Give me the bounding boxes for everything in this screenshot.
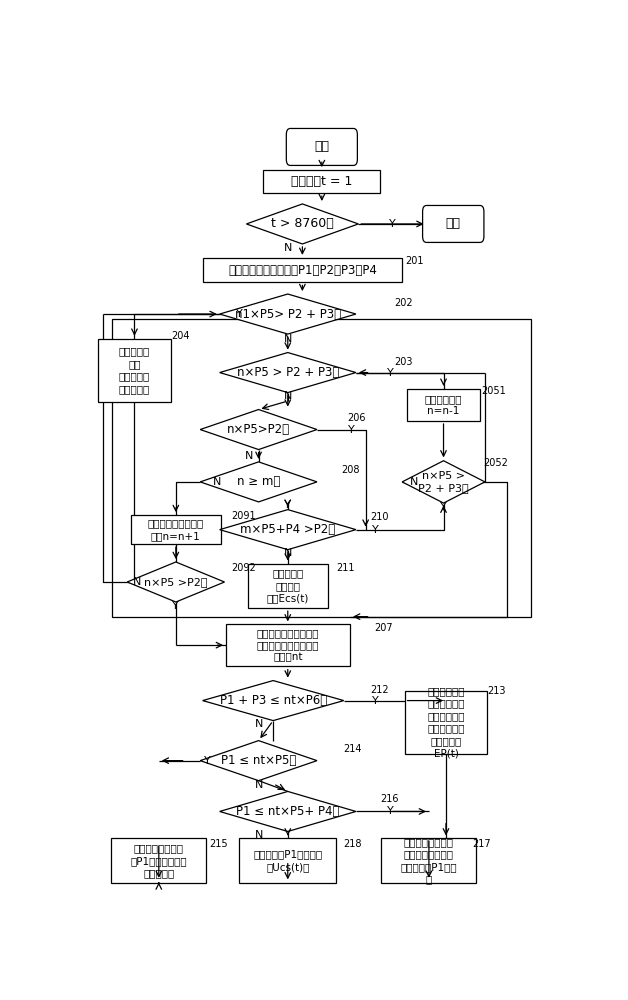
FancyBboxPatch shape <box>239 838 337 883</box>
Polygon shape <box>200 741 317 781</box>
Text: n ≥ m？: n ≥ m？ <box>237 475 280 488</box>
Text: N: N <box>254 719 263 729</box>
FancyBboxPatch shape <box>404 691 487 754</box>
Text: 206: 206 <box>348 413 366 423</box>
Text: 关闭一台柴发
n=n-1: 关闭一台柴发 n=n-1 <box>425 394 462 416</box>
Text: 确定当前负
荷的容量
短缺Ecs(t): 确定当前负 荷的容量 短缺Ecs(t) <box>267 568 309 603</box>
FancyBboxPatch shape <box>381 838 477 883</box>
Polygon shape <box>246 204 359 244</box>
Text: 仿真步长t = 1: 仿真步长t = 1 <box>291 175 352 188</box>
Text: 各柴油机运行
在最小出力状
态，蓄电池进
行充电，并确
定过剩电能
EP(t): 各柴油机运行 在最小出力状 态，蓄电池进 行充电，并确 定过剩电能 EP(t) <box>427 686 465 758</box>
Text: 217: 217 <box>473 839 491 849</box>
Polygon shape <box>220 294 356 334</box>
Text: n×P5 >P2？: n×P5 >P2？ <box>144 577 208 587</box>
Text: 开始: 开始 <box>315 140 329 153</box>
Text: 204: 204 <box>171 331 190 341</box>
FancyBboxPatch shape <box>264 170 381 193</box>
Text: N: N <box>254 830 263 840</box>
FancyBboxPatch shape <box>225 624 350 666</box>
Text: 2052: 2052 <box>484 458 508 468</box>
Text: 208: 208 <box>342 465 360 475</box>
FancyBboxPatch shape <box>407 389 480 421</box>
Text: 储能电池放电，和
柴油发电机共同来
满足净负荷P1的需
求: 储能电池放电，和 柴油发电机共同来 满足净负荷P1的需 求 <box>401 837 457 884</box>
FancyBboxPatch shape <box>423 205 484 242</box>
Text: 确定当前时间步长需要
投入运行的柴油发电机
的台数nt: 确定当前时间步长需要 投入运行的柴油发电机 的台数nt <box>256 628 319 663</box>
Text: 211: 211 <box>337 563 355 573</box>
Text: N: N <box>284 391 292 401</box>
Text: Y: Y <box>372 525 379 535</box>
Text: N: N <box>284 334 292 344</box>
Polygon shape <box>402 461 485 503</box>
FancyBboxPatch shape <box>98 339 171 402</box>
Text: P1 ≤ nt×P5+ P4？: P1 ≤ nt×P5+ P4？ <box>236 805 340 818</box>
Text: 202: 202 <box>394 298 413 308</box>
Text: Y: Y <box>389 219 396 229</box>
Text: N: N <box>245 451 253 461</box>
Text: 结束: 结束 <box>446 217 461 230</box>
Text: 投入一台新的柴油发
电机n=n+1: 投入一台新的柴油发 电机n=n+1 <box>148 518 204 541</box>
Text: 计算当前时间步长内的P1、P2、P3和P4: 计算当前时间步长内的P1、P2、P3和P4 <box>228 264 377 277</box>
Text: Y: Y <box>440 502 447 512</box>
Text: N: N <box>410 477 418 487</box>
Text: 214: 214 <box>343 744 361 754</box>
Text: 213: 213 <box>487 686 506 696</box>
Polygon shape <box>220 353 356 393</box>
Text: 212: 212 <box>371 685 389 695</box>
Text: Y: Y <box>348 425 354 435</box>
Text: 柴油机既满足净负
荷P1的需求，并给
蓄电池充电: 柴油机既满足净负 荷P1的需求，并给 蓄电池充电 <box>131 843 187 878</box>
Text: 确定净负荷P1的容量缺
额Ucs(t)。: 确定净负荷P1的容量缺 额Ucs(t)。 <box>253 850 322 872</box>
Text: 关闭已满足
最小
运行时间的
柴油发电机: 关闭已满足 最小 运行时间的 柴油发电机 <box>119 347 150 394</box>
FancyBboxPatch shape <box>286 128 357 165</box>
FancyBboxPatch shape <box>111 838 206 883</box>
Text: N: N <box>284 243 292 253</box>
FancyBboxPatch shape <box>247 564 328 608</box>
Text: n×P5 >
P2 + P3？: n×P5 > P2 + P3？ <box>418 471 469 493</box>
Text: P1 + P3 ≤ nt×P6？: P1 + P3 ≤ nt×P6？ <box>220 694 327 707</box>
Text: 215: 215 <box>209 839 227 849</box>
Text: 2051: 2051 <box>482 386 506 396</box>
Text: t > 8760？: t > 8760？ <box>271 217 333 230</box>
Text: 201: 201 <box>406 256 424 266</box>
Text: N: N <box>284 548 292 558</box>
Text: Y: Y <box>204 756 211 766</box>
Text: Y: Y <box>387 368 393 378</box>
Text: N: N <box>133 577 141 587</box>
Text: 203: 203 <box>394 357 413 367</box>
Text: P1 ≤ nt×P5？: P1 ≤ nt×P5？ <box>221 754 296 767</box>
Text: Y: Y <box>236 309 242 319</box>
Text: 218: 218 <box>343 839 361 849</box>
Text: N: N <box>254 780 263 790</box>
Polygon shape <box>220 510 356 550</box>
FancyBboxPatch shape <box>131 515 221 544</box>
FancyBboxPatch shape <box>203 258 402 282</box>
Polygon shape <box>203 681 344 721</box>
Text: Y: Y <box>284 500 291 510</box>
Text: n×P5 > P2 + P3？: n×P5 > P2 + P3？ <box>237 366 339 379</box>
Polygon shape <box>127 562 225 602</box>
Text: m×P5+P4 >P2？: m×P5+P4 >P2？ <box>240 523 335 536</box>
Polygon shape <box>220 791 356 831</box>
Text: n1×P5> P2 + P3？: n1×P5> P2 + P3？ <box>235 308 341 321</box>
Text: 2092: 2092 <box>231 563 256 573</box>
Text: Y: Y <box>173 601 179 611</box>
Polygon shape <box>200 410 317 450</box>
Text: 2091: 2091 <box>231 511 256 521</box>
Text: 207: 207 <box>374 623 393 633</box>
Text: N: N <box>213 477 222 487</box>
Text: 216: 216 <box>381 794 399 804</box>
Text: Y: Y <box>387 806 393 816</box>
Polygon shape <box>200 462 317 502</box>
Text: 210: 210 <box>371 512 389 522</box>
Text: n×P5>P2？: n×P5>P2？ <box>227 423 290 436</box>
Text: Y: Y <box>372 696 379 706</box>
